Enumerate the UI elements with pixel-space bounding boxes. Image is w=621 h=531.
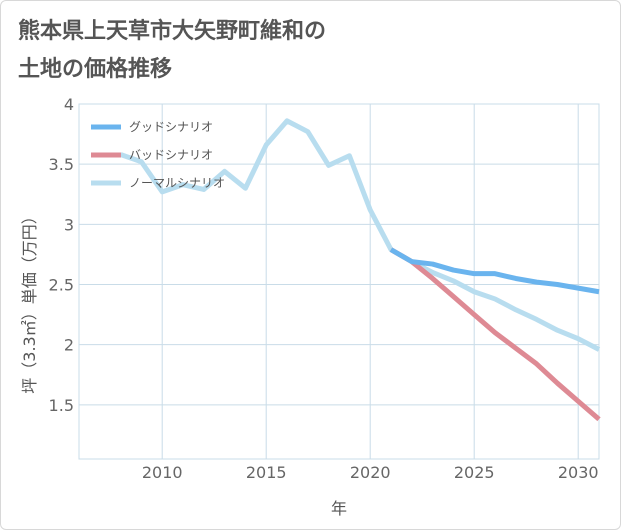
chart-title: 熊本県上天草市大矢野町維和の 土地の価格推移	[18, 13, 326, 89]
series-line-bad	[389, 247, 601, 422]
series-line-normal	[119, 118, 601, 352]
series-line-good	[389, 247, 600, 295]
y-tick-label-2.5: 2.5	[49, 276, 74, 295]
chart-title-line-2: 土地の価格推移	[18, 57, 173, 82]
x-tick-label-2015: 2015	[246, 463, 287, 482]
series-lines	[119, 118, 601, 422]
legend-label-good: グッドシナリオ	[129, 120, 213, 134]
legend-label-normal: ノーマルシナリオ	[129, 176, 225, 190]
x-tick-label-2020: 2020	[350, 463, 391, 482]
legend-label-bad: バッドシナリオ	[129, 148, 213, 162]
chart-title-line-1: 熊本県上天草市大矢野町維和の	[18, 19, 327, 44]
y-axis-title: 坪（3.3㎡）単価（万円）	[20, 208, 39, 393]
x-tick-label-2025: 2025	[454, 463, 495, 482]
y-tick-label-4: 4	[64, 95, 74, 114]
x-axis-title: 年	[331, 499, 347, 518]
x-tick-label-2030: 2030	[558, 463, 599, 482]
x-axis-ticks: 2010 2015 2020 2025 2030	[142, 463, 599, 482]
y-tick-label-1.5: 1.5	[49, 396, 74, 415]
y-tick-label-3: 3	[64, 215, 74, 234]
plot-area-border	[78, 103, 600, 460]
y-tick-label-2: 2	[64, 336, 74, 355]
y-axis-ticks: 1.5 2 2.5 3 3.5 4	[49, 95, 74, 415]
y-tick-label-3.5: 3.5	[49, 155, 74, 174]
x-tick-label-2010: 2010	[142, 463, 183, 482]
